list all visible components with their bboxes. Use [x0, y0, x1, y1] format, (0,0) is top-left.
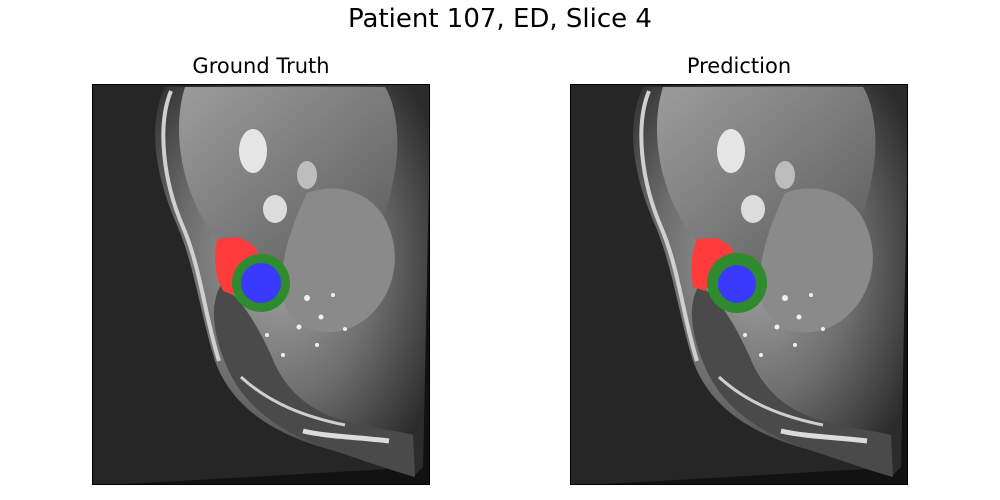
segmentation-overlay-ground-truth [215, 237, 290, 312]
panel-title-prediction: Prediction [686, 54, 792, 78]
label-3-cavity [241, 263, 281, 303]
label-3-cavity [718, 265, 756, 303]
prediction-image-axes [570, 84, 908, 485]
ground-truth-image-axes [92, 84, 430, 485]
panel-title-ground-truth: Ground Truth [192, 54, 330, 78]
label-1-region [691, 238, 735, 291]
figure-title: Patient 107, ED, Slice 4 [348, 4, 652, 34]
segmentation-overlay-prediction [691, 238, 767, 313]
